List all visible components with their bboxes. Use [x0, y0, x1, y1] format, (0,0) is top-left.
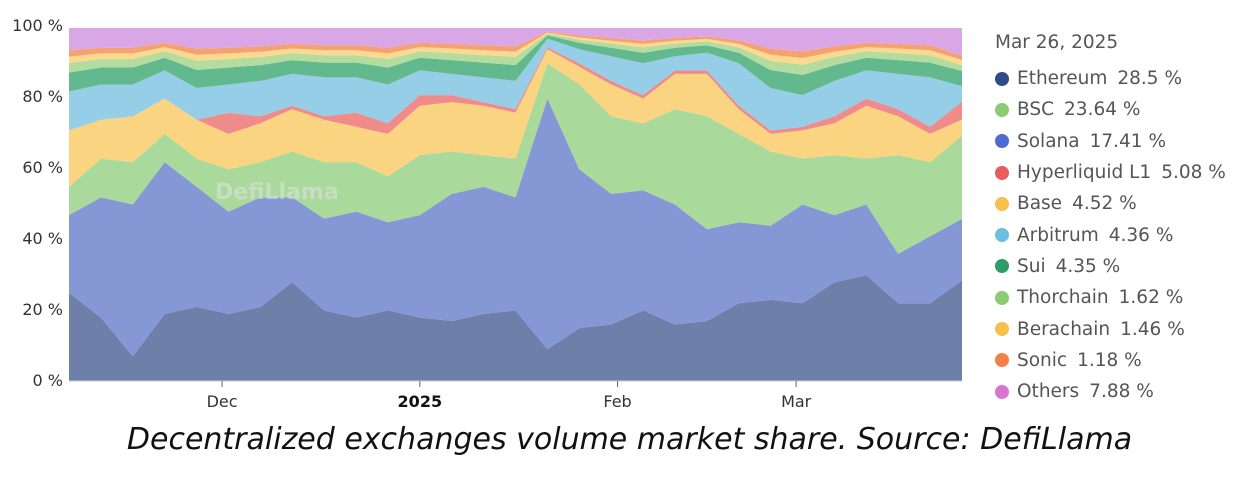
legend-value: 1.62 %: [1118, 287, 1184, 309]
legend-label: Ethereum: [1017, 68, 1108, 90]
area-series-bsc: [69, 63, 962, 254]
legend-value: 17.41 %: [1089, 130, 1167, 152]
legend-label: Hyperliquid L1: [1017, 162, 1152, 184]
area-series-arbitrum: [69, 38, 962, 131]
legend-dot-icon: [995, 71, 1009, 86]
legend-label: Sui: [1017, 255, 1046, 277]
x-tick-label: 2025: [397, 392, 443, 411]
legend-value: 4.36 %: [1108, 224, 1174, 246]
area-series-others: [69, 28, 962, 56]
legend: Mar 26, 2025 Ethereum 28.5 % BSC 23.64 % Sol…: [995, 32, 1226, 407]
legend-label: Others: [1017, 381, 1080, 403]
legend-value: 1.18 %: [1077, 349, 1142, 371]
legend-label: Sonic: [1017, 349, 1068, 371]
area-series-solana: [69, 98, 962, 357]
legend-dot-icon: [995, 322, 1009, 337]
legend-value: 5.08 %: [1161, 162, 1226, 184]
x-tick-label: Dec: [206, 392, 238, 411]
area-series-group: [69, 28, 962, 381]
legend-date: Mar 26, 2025: [995, 32, 1119, 53]
legend-value: 28.5 %: [1117, 68, 1183, 90]
legend-item[interactable]: Hyperliquid L1 5.08 %: [995, 157, 1226, 188]
legend-value: 7.88 %: [1089, 381, 1154, 403]
legend-dot-icon: [995, 259, 1009, 274]
y-tick-label: 20 %: [22, 300, 63, 319]
legend-label: Base: [1017, 193, 1063, 215]
area-series-ethereum: [69, 275, 962, 381]
y-tick-label: 100 %: [12, 16, 63, 35]
defillama-watermark: DefiLlama: [215, 180, 339, 205]
legend-item[interactable]: Solana 17.41 %: [995, 126, 1226, 157]
legend-dot-icon: [995, 353, 1009, 368]
legend-item[interactable]: Base 4.52 %: [995, 188, 1226, 219]
legend-dot-icon: [995, 165, 1009, 180]
legend-value: 1.46 %: [1120, 318, 1185, 340]
legend-item[interactable]: BSC 23.64 %: [995, 94, 1226, 125]
legend-label: Berachain: [1017, 318, 1111, 340]
legend-label: Thorchain: [1017, 287, 1109, 309]
legend-dot-icon: [995, 196, 1009, 211]
x-tick-marks: [221, 381, 797, 387]
x-tick-label: Feb: [603, 392, 632, 411]
legend-dot-icon: [995, 290, 1009, 305]
legend-item[interactable]: Berachain 1.46 %: [995, 313, 1226, 344]
y-tick-label: 0 %: [32, 371, 63, 390]
legend-item[interactable]: Arbitrum 4.36 %: [995, 219, 1226, 250]
y-tick-label: 80 %: [22, 87, 63, 106]
legend-label: Solana: [1017, 130, 1080, 152]
legend-item[interactable]: Thorchain 1.62 %: [995, 282, 1226, 313]
legend-label: Arbitrum: [1017, 224, 1099, 246]
area-series-sui: [69, 35, 962, 96]
legend-value: 23.64 %: [1064, 99, 1141, 121]
legend-item[interactable]: Others 7.88 %: [995, 376, 1226, 407]
y-tick-label: 40 %: [22, 229, 63, 248]
legend-dot-icon: [995, 134, 1009, 149]
legend-item[interactable]: Sui 4.35 %: [995, 251, 1226, 282]
x-tick-label: Mar: [781, 392, 812, 411]
area-series-base: [69, 49, 962, 187]
legend-dot-icon: [995, 384, 1009, 399]
legend-value: 4.35 %: [1055, 255, 1121, 277]
figure-caption: Decentralized exchanges volume market sh…: [126, 422, 1133, 457]
legend-dot-icon: [995, 102, 1009, 117]
legend-item[interactable]: Ethereum 28.5 %: [995, 63, 1226, 94]
legend-item[interactable]: Sonic 1.18 %: [995, 345, 1226, 376]
legend-value: 4.52 %: [1072, 193, 1137, 215]
legend-dot-icon: [995, 228, 1009, 243]
y-tick-label: 60 %: [22, 158, 63, 177]
legend-label: BSC: [1017, 99, 1055, 121]
